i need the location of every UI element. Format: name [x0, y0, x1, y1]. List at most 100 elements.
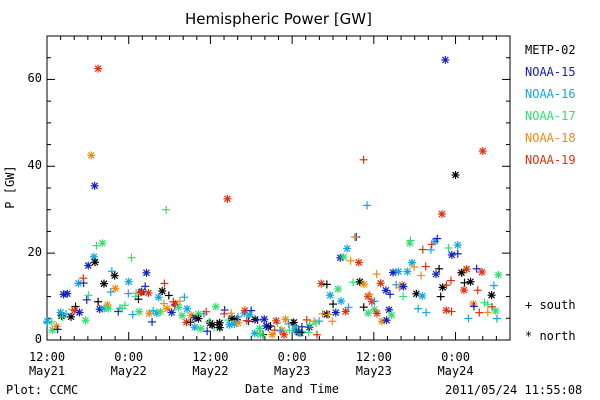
data-point: [136, 288, 145, 297]
data-point: [421, 262, 430, 271]
data-point: [296, 329, 305, 338]
data-point: [492, 314, 501, 323]
data-point: [473, 286, 482, 295]
data-point: [124, 277, 133, 286]
data-point: [491, 306, 500, 315]
data-point: [372, 270, 381, 279]
data-point: [244, 317, 253, 326]
data-point: [255, 324, 264, 333]
data-point: [315, 317, 324, 326]
data-point: [326, 291, 335, 300]
data-point: [120, 301, 129, 310]
data-point: [159, 299, 168, 308]
data-point: [365, 290, 374, 299]
data-point: [160, 279, 169, 288]
data-point: [475, 308, 484, 317]
data-point: [234, 312, 243, 321]
data-point: [359, 280, 368, 289]
legend-item: NOAA-19: [525, 153, 576, 167]
data-point: [460, 278, 469, 287]
x-tick-label: 12:00 May22: [192, 350, 229, 378]
data-point: [284, 319, 293, 328]
data-point: [194, 314, 203, 323]
data-point: [272, 316, 281, 325]
data-point: [144, 288, 153, 297]
data-point: [164, 291, 173, 300]
data-point: [180, 293, 189, 302]
data-point: [260, 315, 269, 324]
data-point: [81, 316, 90, 325]
legend-item: NOAA-18: [525, 131, 576, 145]
data-point: [223, 194, 232, 203]
data-point: [349, 278, 358, 287]
data-point: [227, 309, 236, 318]
x-tick-label: 0:00 May22: [110, 350, 147, 378]
data-point: [158, 287, 167, 296]
data-point: [98, 239, 107, 248]
data-point: [389, 268, 398, 277]
x-tick-label: 0:00 May23: [274, 350, 311, 378]
data-point: [359, 303, 368, 312]
data-point: [459, 286, 468, 295]
y-tick-label: 0: [34, 332, 42, 346]
data-point: [344, 303, 353, 312]
data-point: [47, 317, 56, 326]
data-point: [387, 311, 396, 320]
data-point: [453, 249, 462, 258]
data-point: [442, 306, 451, 315]
data-point: [350, 233, 359, 242]
data-point: [437, 210, 446, 219]
data-point: [403, 267, 412, 276]
data-point: [253, 315, 262, 324]
data-point: [433, 234, 442, 243]
data-point: [399, 292, 408, 301]
data-point: [466, 277, 475, 286]
data-point: [245, 310, 254, 319]
data-point: [124, 289, 133, 298]
data-point: [240, 306, 249, 315]
data-point: [494, 270, 503, 279]
data-point: [162, 205, 171, 214]
data-point: [488, 302, 497, 311]
data-point: [89, 252, 98, 261]
data-point: [220, 309, 229, 318]
data-point: [297, 322, 306, 331]
data-point: [190, 323, 199, 332]
data-point: [464, 314, 473, 323]
data-point: [167, 308, 176, 317]
data-point: [107, 267, 116, 276]
data-point: [104, 304, 113, 313]
data-point: [53, 325, 62, 334]
data-point: [84, 291, 93, 300]
data-point: [106, 288, 115, 297]
data-point: [128, 310, 137, 319]
data-point: [341, 307, 350, 316]
data-point: [202, 307, 211, 316]
data-point: [432, 270, 441, 279]
data-point: [114, 307, 123, 316]
marker-legend-item: + south: [525, 298, 576, 312]
data-point: [127, 253, 136, 262]
data-point: [370, 305, 379, 314]
data-point: [90, 258, 99, 267]
data-point: [483, 300, 492, 309]
data-point: [110, 271, 119, 280]
y-tick-label: 20: [27, 245, 42, 260]
data-point: [364, 292, 373, 301]
data-point: [196, 324, 205, 333]
chart-title: Hemispheric Power [GW]: [185, 10, 372, 28]
data-point: [444, 243, 453, 252]
data-point: [414, 304, 423, 313]
data-point: [370, 297, 379, 306]
data-point: [489, 281, 498, 290]
y-tick-label: 60: [27, 71, 42, 86]
data-point: [94, 64, 103, 73]
legend-item: NOAA-15: [525, 65, 576, 79]
data-point: [478, 147, 487, 156]
data-point: [142, 268, 151, 277]
data-point: [94, 297, 103, 306]
data-point: [186, 318, 195, 327]
data-point: [331, 308, 340, 317]
data-point: [135, 307, 144, 316]
